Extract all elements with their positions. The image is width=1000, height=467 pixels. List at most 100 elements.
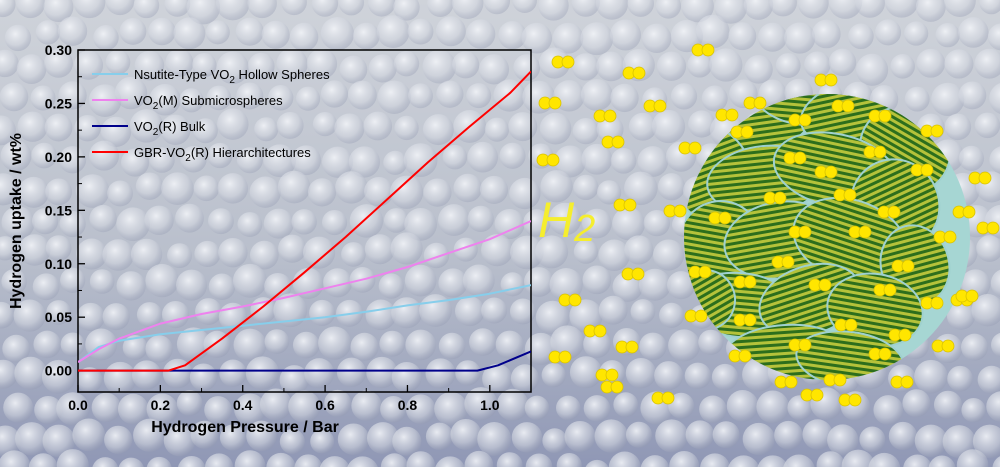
background-bead bbox=[539, 112, 572, 145]
background-bead bbox=[977, 365, 1000, 394]
background-bead bbox=[610, 148, 637, 174]
background-bead bbox=[309, 299, 336, 326]
background-bead bbox=[73, 50, 104, 80]
background-bead bbox=[321, 146, 354, 178]
hydrogen-molecule bbox=[890, 375, 914, 389]
background-bead bbox=[498, 21, 527, 50]
background-bead bbox=[165, 48, 194, 77]
background-bead bbox=[667, 271, 696, 300]
hydrogen-molecule bbox=[715, 108, 739, 122]
background-bead bbox=[438, 332, 466, 360]
background-bead bbox=[60, 332, 85, 357]
background-bead bbox=[0, 450, 31, 467]
hydrogen-molecule bbox=[733, 313, 757, 327]
background-bead bbox=[279, 428, 305, 455]
y-tick-label: 0.15 bbox=[45, 202, 72, 218]
background-bead bbox=[233, 328, 267, 362]
background-bead bbox=[639, 332, 667, 361]
background-bead bbox=[508, 112, 538, 142]
background-bead bbox=[550, 325, 585, 360]
hydrogen-molecule bbox=[688, 265, 712, 279]
background-bead bbox=[542, 428, 568, 454]
background-bead bbox=[884, 0, 919, 18]
background-bead bbox=[304, 358, 335, 389]
background-bead bbox=[32, 273, 60, 301]
background-bead bbox=[276, 48, 308, 80]
background-bead bbox=[406, 451, 436, 467]
hydrogen-molecule bbox=[868, 347, 892, 361]
background-bead bbox=[117, 393, 149, 425]
background-bead bbox=[367, 0, 396, 17]
background-bead bbox=[914, 359, 948, 394]
background-bead bbox=[903, 454, 932, 467]
background-bead bbox=[928, 455, 956, 467]
background-bead bbox=[787, 395, 813, 421]
background-bead bbox=[133, 418, 167, 452]
background-bead bbox=[625, 421, 652, 448]
background-bead bbox=[598, 295, 628, 325]
background-bead bbox=[510, 364, 540, 393]
background-bead bbox=[195, 298, 222, 325]
background-bead bbox=[942, 425, 976, 459]
background-bead bbox=[348, 146, 381, 178]
hydrogen-molecule bbox=[910, 163, 934, 177]
background-bead bbox=[479, 175, 509, 204]
background-bead bbox=[425, 358, 456, 389]
background-bead bbox=[236, 147, 263, 174]
hydrogen-molecule bbox=[783, 151, 807, 165]
background-bead bbox=[89, 140, 120, 171]
background-bead bbox=[193, 175, 220, 202]
background-bead bbox=[726, 390, 759, 422]
background-bead bbox=[336, 357, 367, 387]
background-bead bbox=[215, 0, 250, 21]
background-bead bbox=[510, 235, 544, 270]
background-bead bbox=[743, 0, 774, 20]
hydrogen-molecule bbox=[600, 380, 624, 394]
background-bead bbox=[450, 418, 482, 450]
background-bead bbox=[958, 81, 987, 110]
hydrogen-molecule bbox=[814, 165, 838, 179]
background-bead bbox=[321, 209, 348, 236]
background-bead bbox=[145, 263, 179, 298]
background-bead bbox=[855, 0, 885, 18]
hydrogen-molecule bbox=[968, 171, 992, 185]
hydrogen-molecule bbox=[621, 267, 645, 281]
y-tick-label: 0.30 bbox=[45, 42, 72, 58]
background-bead bbox=[598, 239, 630, 272]
background-bead bbox=[104, 425, 133, 455]
background-bead bbox=[465, 19, 496, 49]
background-bead bbox=[18, 234, 51, 266]
background-bead bbox=[947, 365, 973, 392]
background-bead bbox=[572, 53, 600, 81]
background-bead bbox=[407, 18, 434, 45]
background-bead bbox=[856, 53, 889, 86]
hydrogen-molecule bbox=[538, 96, 562, 110]
background-bead bbox=[302, 236, 336, 269]
background-bead bbox=[873, 395, 904, 425]
series-line bbox=[78, 284, 531, 363]
hydrogen-molecule bbox=[868, 109, 892, 123]
background-bead bbox=[859, 426, 886, 453]
background-bead bbox=[149, 84, 181, 116]
background-bead bbox=[638, 268, 671, 301]
hydrogen-molecules bbox=[536, 43, 1000, 407]
hydrogen-molecule bbox=[601, 135, 625, 149]
hydrogen-molecule bbox=[833, 188, 857, 202]
background-bead bbox=[757, 22, 788, 52]
background-bead bbox=[234, 393, 266, 426]
background-bead bbox=[797, 0, 829, 19]
background-bead bbox=[366, 356, 398, 389]
background-bead bbox=[4, 24, 32, 52]
background-bead bbox=[341, 242, 366, 267]
background-bead bbox=[709, 48, 743, 82]
background-bead bbox=[217, 173, 249, 204]
background-bead bbox=[279, 365, 309, 395]
background-bead bbox=[0, 173, 20, 206]
background-bead bbox=[175, 203, 204, 233]
background-bead bbox=[827, 424, 859, 456]
background-bead bbox=[701, 85, 728, 112]
background-bead bbox=[116, 207, 150, 242]
x-axis-label: Hydrogen Pressure / Bar bbox=[151, 419, 339, 436]
background-bead bbox=[538, 0, 569, 21]
background-bead bbox=[464, 387, 498, 421]
